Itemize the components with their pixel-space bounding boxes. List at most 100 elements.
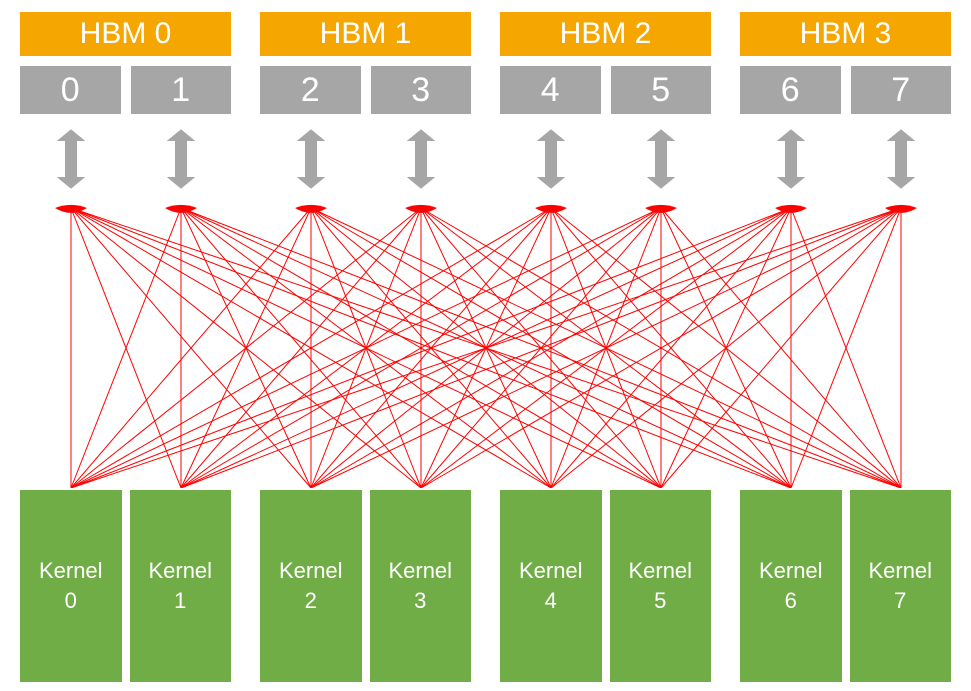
- xbar-line: [661, 208, 901, 488]
- kernel-3: Kernel 3: [368, 488, 474, 684]
- kernel-7: Kernel 7: [848, 488, 954, 684]
- port-label: 1: [171, 71, 190, 110]
- xbar-line: [311, 208, 551, 488]
- kernel-label-bottom: 5: [654, 586, 666, 616]
- kernel-4: Kernel 4: [498, 488, 604, 684]
- port-2: 2: [258, 64, 363, 116]
- xbar-line: [421, 208, 551, 488]
- kernel-6: Kernel 6: [738, 488, 844, 684]
- xbar-line: [421, 208, 661, 488]
- ports-row-2: 4 5: [498, 64, 713, 116]
- xbar-line: [311, 208, 421, 488]
- xbar-line: [181, 208, 421, 488]
- kernel-label-top: Kernel: [868, 556, 932, 586]
- kernel-label-top: Kernel: [39, 556, 103, 586]
- xbar-line: [551, 208, 661, 488]
- xbar-line: [71, 208, 551, 488]
- kernel-2: Kernel 2: [258, 488, 364, 684]
- xbar-line: [71, 208, 551, 488]
- xbar-line: [71, 208, 791, 488]
- xbar-line: [71, 208, 901, 488]
- xbar-line: [661, 208, 901, 488]
- xbar-line: [311, 208, 661, 488]
- kernel-label-top: Kernel: [628, 556, 692, 586]
- port-label: 4: [541, 71, 560, 110]
- xbar-line: [181, 208, 901, 488]
- switch-node-icon: [645, 205, 677, 213]
- ports-row-3: 6 7: [738, 64, 953, 116]
- xbar-line: [311, 208, 551, 488]
- kernel-5: Kernel 5: [608, 488, 714, 684]
- hbm-group-2: HBM 2 4 5: [498, 10, 713, 140]
- switch-node-icon: [55, 205, 87, 213]
- hbm-group-1: HBM 1 2 3: [258, 10, 473, 140]
- kernel-label-bottom: 4: [545, 586, 557, 616]
- xbar-line: [181, 208, 661, 488]
- hbm-title-3: HBM 3: [738, 10, 953, 58]
- port-label: 0: [61, 71, 80, 110]
- xbar-line: [551, 208, 661, 488]
- xbar-line: [421, 208, 791, 488]
- port-0: 0: [18, 64, 123, 116]
- xbar-line: [181, 208, 421, 488]
- port-4: 4: [498, 64, 603, 116]
- xbar-line: [421, 208, 661, 488]
- port-label: 3: [411, 71, 430, 110]
- xbar-line: [311, 208, 791, 488]
- xbar-line: [551, 208, 791, 488]
- kernel-label-bottom: 1: [174, 586, 186, 616]
- xbar-line: [791, 208, 901, 488]
- switch-node-icon: [405, 205, 437, 213]
- hbm-title-2: HBM 2: [498, 10, 713, 58]
- xbar-line: [421, 208, 791, 488]
- xbar-line: [71, 208, 421, 488]
- xbar-line: [181, 208, 661, 488]
- kernel-label-top: Kernel: [279, 556, 343, 586]
- xbar-line: [551, 208, 901, 488]
- xbar-line: [71, 208, 791, 488]
- kernel-label-bottom: 2: [305, 586, 317, 616]
- kernel-label-bottom: 7: [894, 586, 906, 616]
- port-6: 6: [738, 64, 843, 116]
- xbar-line: [551, 208, 791, 488]
- kernel-group-1: Kernel 2 Kernel 3: [258, 488, 473, 684]
- xbar-line: [181, 208, 791, 488]
- kernel-label-bottom: 0: [65, 586, 77, 616]
- ports-row-1: 2 3: [258, 64, 473, 116]
- xbar-line: [71, 208, 181, 488]
- port-label: 7: [891, 71, 910, 110]
- switch-node-icon: [535, 205, 567, 213]
- switch-nodes: [55, 205, 917, 213]
- xbar-line: [311, 208, 901, 488]
- hbm-title-label: HBM 1: [320, 17, 412, 51]
- kernel-group-0: Kernel 0 Kernel 1: [18, 488, 233, 684]
- kernels-row: Kernel 0 Kernel 1 Kernel 2 Kernel 3 Kern…: [0, 488, 971, 684]
- hbm-title-1: HBM 1: [258, 10, 473, 58]
- kernel-label-bottom: 3: [414, 586, 426, 616]
- xbar-line: [551, 208, 901, 488]
- xbar-line: [311, 208, 791, 488]
- xbar-line: [791, 208, 901, 488]
- kernel-label-top: Kernel: [519, 556, 583, 586]
- xbar-line: [181, 208, 311, 488]
- xbar-line: [311, 208, 661, 488]
- xbar-line: [661, 208, 791, 488]
- xbar-line: [71, 208, 901, 488]
- switch-node-icon: [295, 205, 327, 213]
- xbar-line: [71, 208, 421, 488]
- ports-row-0: 0 1: [18, 64, 233, 116]
- xbar-line: [71, 208, 311, 488]
- port-label: 2: [301, 71, 320, 110]
- hbm-group-0: HBM 0 0 1: [18, 10, 233, 140]
- xbar-line: [71, 208, 661, 488]
- xbar-line: [181, 208, 901, 488]
- xbar-line: [661, 208, 791, 488]
- xbar-line: [311, 208, 901, 488]
- hbm-title-label: HBM 0: [80, 17, 172, 51]
- xbar-line: [421, 208, 901, 488]
- xbar-line: [181, 208, 791, 488]
- port-label: 6: [781, 71, 800, 110]
- kernel-1: Kernel 1: [128, 488, 234, 684]
- xbar-line: [311, 208, 421, 488]
- hbm-groups-row: HBM 0 0 1 HBM 1 2 3 HBM 2: [0, 10, 971, 140]
